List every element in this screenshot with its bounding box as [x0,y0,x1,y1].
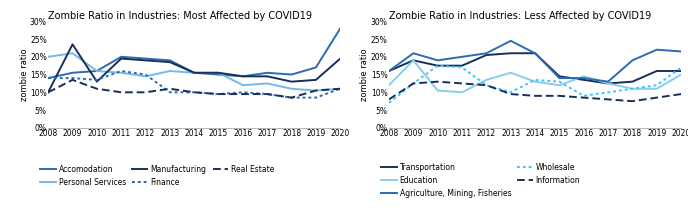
Legend: Transportation, Education, Agriculture, Mining, Fisheries, Wholesale, Informatio: Transportation, Education, Agriculture, … [378,160,583,201]
Y-axis label: zombie ratio: zombie ratio [19,48,28,101]
Legend: Accomodation, Personal Services, Manufacturing, Finance, Real Estate: Accomodation, Personal Services, Manufac… [37,162,277,190]
Text: Zombie Ratio in Industries: Less Affected by COVID19: Zombie Ratio in Industries: Less Affecte… [389,10,652,20]
Text: Zombie Ratio in Industries: Most Affected by COVID19: Zombie Ratio in Industries: Most Affecte… [48,10,312,20]
Y-axis label: zombie ratio: zombie ratio [361,48,369,101]
